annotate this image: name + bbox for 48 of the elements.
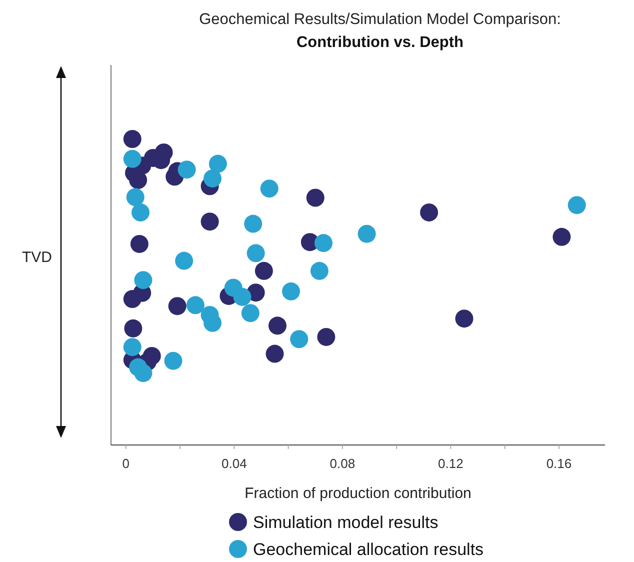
legend-label: Simulation model results <box>253 513 438 532</box>
point <box>420 203 438 222</box>
point <box>306 188 324 207</box>
chart-title: Geochemical Results/Simulation Model Comparison: <box>199 11 561 28</box>
point <box>168 297 186 316</box>
point <box>282 282 300 300</box>
point <box>130 234 148 253</box>
point <box>317 328 336 346</box>
point <box>123 290 142 308</box>
point <box>241 304 260 322</box>
point <box>164 352 182 370</box>
point <box>175 252 194 270</box>
point <box>310 262 328 280</box>
x-tick-label: 0.12 <box>438 456 464 471</box>
point <box>200 212 219 231</box>
point <box>178 160 196 179</box>
point <box>233 288 252 306</box>
point <box>123 338 142 356</box>
point <box>132 203 150 222</box>
point <box>568 196 586 214</box>
point <box>290 330 308 348</box>
point <box>455 310 474 328</box>
point <box>134 364 152 382</box>
point <box>208 154 227 173</box>
point <box>123 150 142 168</box>
point <box>260 180 278 198</box>
x-tick-label: 0.16 <box>546 456 572 471</box>
point <box>124 319 142 338</box>
point <box>552 228 571 246</box>
point <box>134 271 152 290</box>
point <box>268 316 286 335</box>
point <box>358 224 376 243</box>
point <box>126 188 144 206</box>
point <box>123 130 142 148</box>
point <box>314 234 332 252</box>
point <box>204 169 222 188</box>
x-axis-title: Fraction of production contribution <box>244 485 472 502</box>
point <box>254 262 273 280</box>
point <box>244 214 262 233</box>
point <box>266 344 284 363</box>
legend-label: Geochemical allocation results <box>253 540 484 559</box>
point <box>246 244 265 262</box>
y-axis-title: TVD <box>22 249 52 266</box>
x-tick-label: 0 <box>122 456 130 471</box>
x-tick-label: 0.08 <box>330 456 356 471</box>
point <box>186 296 204 314</box>
chart-subtitle: Contribution vs. Depth <box>296 34 464 51</box>
x-tick-label: 0.04 <box>222 456 247 471</box>
